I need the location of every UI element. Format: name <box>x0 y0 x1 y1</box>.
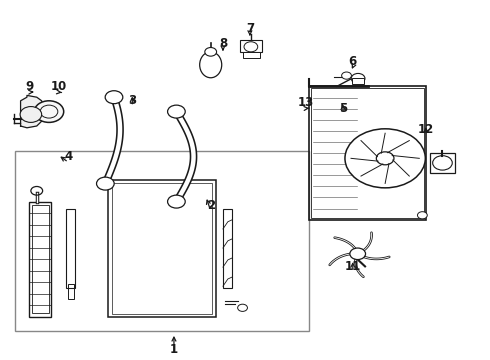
Bar <box>29 202 51 317</box>
Bar <box>20 101 56 133</box>
Text: 6: 6 <box>349 55 357 68</box>
Circle shape <box>244 42 258 52</box>
Circle shape <box>168 105 185 118</box>
Circle shape <box>350 248 366 260</box>
Circle shape <box>97 177 114 190</box>
Bar <box>32 205 49 313</box>
Circle shape <box>105 91 123 104</box>
Bar <box>108 180 216 317</box>
Circle shape <box>376 152 394 165</box>
Bar <box>243 52 260 58</box>
Text: 9: 9 <box>25 80 33 93</box>
Text: 7: 7 <box>246 22 254 35</box>
Ellipse shape <box>200 52 221 78</box>
Bar <box>240 40 262 52</box>
Bar <box>430 153 455 173</box>
Bar <box>66 209 75 288</box>
Bar <box>223 209 232 288</box>
Circle shape <box>20 107 42 122</box>
Text: 13: 13 <box>298 96 315 109</box>
Text: 5: 5 <box>339 102 347 114</box>
Text: 12: 12 <box>418 123 435 136</box>
Text: 8: 8 <box>219 37 227 50</box>
Circle shape <box>205 48 217 56</box>
Circle shape <box>168 195 185 208</box>
Circle shape <box>417 212 427 219</box>
Bar <box>309 86 426 220</box>
Text: 4: 4 <box>65 150 73 163</box>
Circle shape <box>34 101 64 122</box>
Text: 10: 10 <box>50 80 67 93</box>
Bar <box>311 88 424 218</box>
Bar <box>15 151 309 331</box>
Text: 1: 1 <box>170 343 178 356</box>
Circle shape <box>345 129 425 188</box>
Text: 3: 3 <box>128 94 136 107</box>
Text: 2: 2 <box>207 199 215 212</box>
Bar <box>68 284 74 299</box>
Text: 11: 11 <box>344 260 361 273</box>
Circle shape <box>351 73 365 84</box>
Polygon shape <box>21 95 44 128</box>
Bar <box>112 183 212 314</box>
Bar <box>352 78 364 84</box>
Circle shape <box>433 156 452 170</box>
Circle shape <box>342 72 351 79</box>
